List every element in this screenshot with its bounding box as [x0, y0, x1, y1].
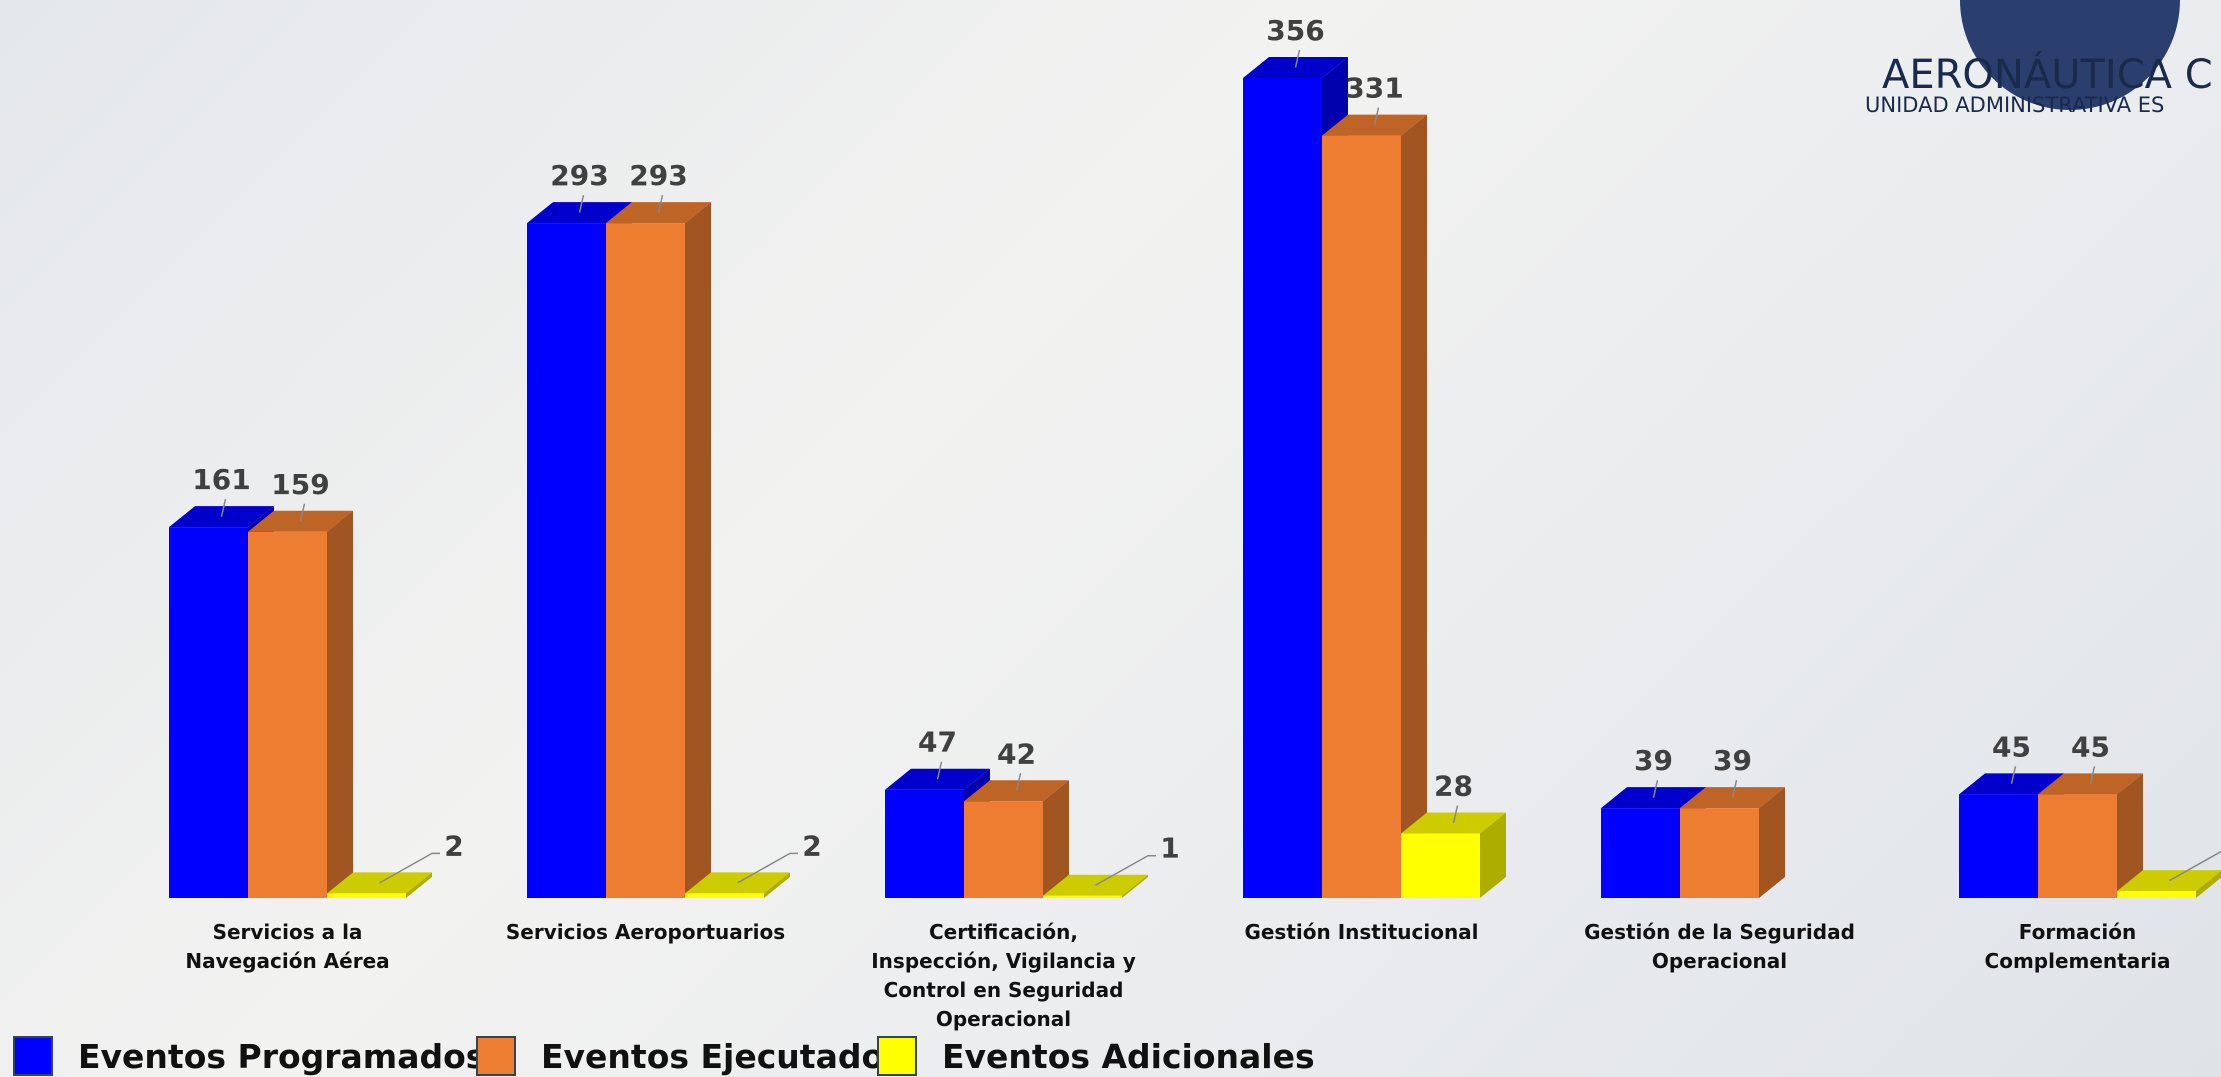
data-label: 293 [629, 159, 687, 192]
leader-line [1652, 780, 1659, 798]
category-label: Formación Complementaria [1984, 920, 2171, 973]
leader-line [299, 503, 306, 522]
leader-line [1294, 49, 1301, 68]
legend-label: Eventos Ejecutados [541, 1037, 904, 1076]
category-label: Servicios Aeroportuarios [505, 920, 786, 944]
data-label: 1 [1160, 832, 1179, 865]
leader-line [1015, 773, 1022, 791]
leader-line [379, 852, 440, 884]
data-label: 331 [1345, 72, 1403, 105]
category-label: Gestión de la Seguridad Operacional [1584, 920, 1855, 973]
bar [327, 893, 406, 898]
bar [248, 531, 327, 898]
data-label: 2 [444, 829, 463, 862]
data-label: 161 [192, 463, 250, 496]
bar [527, 223, 606, 898]
category-label: Gestión Institucional [1244, 920, 1479, 944]
legend-label: Eventos Adicionales [942, 1037, 1315, 1076]
bar [606, 223, 685, 898]
data-label: 47 [918, 726, 957, 759]
bar-side [2196, 870, 2221, 898]
leader-line [1095, 854, 1156, 886]
bar [964, 801, 1043, 898]
leader-line [2089, 766, 2096, 785]
bar [1043, 895, 1122, 898]
bar [885, 789, 964, 898]
bar [1401, 833, 1480, 898]
data-label: 39 [1713, 744, 1752, 777]
bar-top [1322, 114, 1427, 136]
logo-mark [1960, 0, 2180, 110]
bar [1680, 808, 1759, 898]
legend-swatch [476, 1036, 516, 1076]
bar-side [2117, 773, 2143, 898]
bar [685, 893, 764, 898]
legend-swatch [877, 1036, 917, 1076]
bar-side [1043, 780, 1069, 898]
bar-side [1480, 812, 1506, 898]
brand-unit: UNIDAD ADMINISTRATIVA ES [1865, 93, 2164, 117]
data-label: 293 [550, 159, 608, 192]
leader-line [737, 852, 798, 884]
data-label: 159 [271, 468, 329, 501]
data-label: 28 [1434, 770, 1473, 803]
bar-side [1759, 787, 1785, 898]
leader-line [936, 761, 943, 780]
data-label: 42 [997, 737, 1036, 770]
data-label: 45 [1992, 730, 2031, 763]
legend-label: Eventos Programados [78, 1037, 485, 1076]
leader-line [1452, 805, 1459, 824]
bar-side [406, 872, 432, 898]
bar [1959, 794, 2038, 898]
data-label: 45 [2071, 730, 2110, 763]
leader-line [657, 194, 664, 213]
bar-top [2117, 870, 2221, 892]
leader-line [1373, 107, 1380, 126]
bar-side [685, 202, 711, 898]
brand-name: AERONÁUTICA C [1882, 50, 2213, 98]
data-label: 2 [802, 829, 821, 862]
category-label: Certificación, Inspección, Vigilancia y … [871, 920, 1136, 1031]
bar [1243, 78, 1322, 898]
bar-side [764, 872, 790, 898]
bar [1322, 135, 1401, 898]
category-label: Servicios a la Navegación Aérea [185, 920, 390, 973]
data-label: 39 [1634, 744, 1673, 777]
leader-line [2169, 850, 2221, 882]
legend-swatch [13, 1036, 53, 1076]
bar [169, 527, 248, 898]
leader-line [220, 498, 227, 517]
bar [2038, 794, 2117, 898]
bar [1601, 808, 1680, 898]
bar-side [1401, 114, 1427, 898]
bar-side [327, 510, 353, 898]
bar [2117, 891, 2196, 898]
bar-side [1122, 874, 1148, 898]
leader-line [578, 194, 585, 213]
leader-line [2010, 766, 2017, 785]
leader-line [1731, 780, 1738, 798]
data-label: 356 [1266, 14, 1324, 47]
